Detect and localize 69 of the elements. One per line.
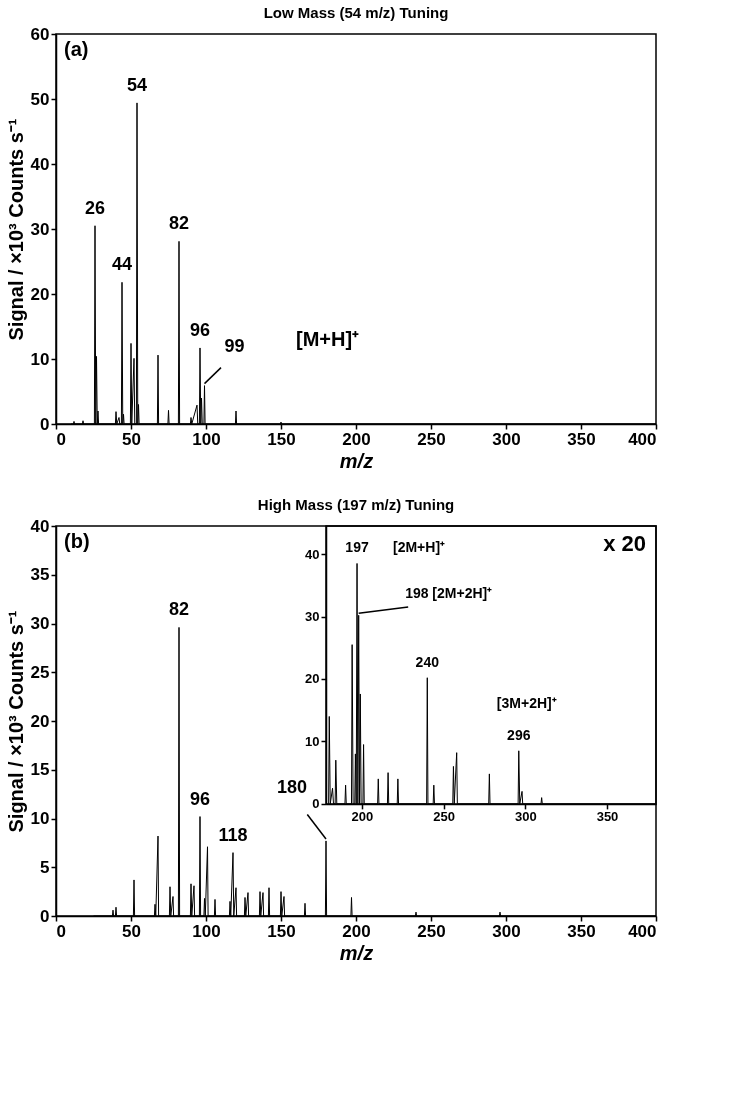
y-tick-label: 40 <box>305 546 320 562</box>
x-tick-label: 100 <box>192 429 221 449</box>
y-tick-label: 10 <box>30 349 50 369</box>
x-tick-label: 100 <box>192 921 221 941</box>
x-tick-label: 300 <box>492 921 521 941</box>
y-tick-label: 20 <box>30 711 50 731</box>
y-tick-label: 30 <box>305 609 320 625</box>
annotation: 96 <box>189 788 211 809</box>
annotation: [M+H]⁺ <box>296 328 360 351</box>
x-tick-label: 50 <box>122 921 141 941</box>
y-tick-label: 10 <box>30 809 50 828</box>
chart-title: Low Mass (54 m/z) Tuning <box>263 4 449 21</box>
y-tick-label: 60 <box>30 24 50 44</box>
x-tick-label: 200 <box>342 921 371 941</box>
x-tick-label: 350 <box>596 809 619 825</box>
annotation: 99 <box>224 335 245 356</box>
annotation: 197 <box>345 539 369 556</box>
y-tick-label: 0 <box>312 796 320 812</box>
annotation: 44 <box>111 254 133 275</box>
y-tick-label: 30 <box>30 219 50 239</box>
x-tick-label: 50 <box>122 429 141 449</box>
y-tick-label: 10 <box>305 733 320 749</box>
annotation: 54 <box>126 74 148 95</box>
y-tick-label: 20 <box>30 284 50 304</box>
x-tick-label: 200 <box>342 429 371 449</box>
x-tick-label: 350 <box>567 921 596 941</box>
annotation: 180 <box>276 776 308 797</box>
x-tick-label: 0 <box>56 921 66 941</box>
annotation: 26 <box>84 197 106 218</box>
x-tick-label: 400 <box>628 429 657 449</box>
y-tick-label: 0 <box>40 906 50 926</box>
annotation: 118 <box>218 824 248 845</box>
annotation: 240 <box>415 653 440 670</box>
x-tick-label: 350 <box>567 429 596 449</box>
x-tick-label: 150 <box>267 921 296 941</box>
y-tick-label: 20 <box>305 671 320 687</box>
annotation: [2M+H]⁺ <box>393 539 446 556</box>
x-tick-label: 400 <box>628 921 657 941</box>
annotation: 198 [2M+2H]⁺ <box>405 585 493 602</box>
y-tick-label: 0 <box>40 414 50 434</box>
annotation: 82 <box>168 599 190 620</box>
annotation: [3M+2H]⁺ <box>496 694 557 711</box>
x-tick-label: 250 <box>417 921 446 941</box>
y-tick-label: 30 <box>30 614 50 633</box>
x-tick-label: 250 <box>417 429 446 449</box>
x-axis-title: m/z <box>339 449 374 472</box>
x-tick-label: 300 <box>492 429 521 449</box>
x-tick-label: 250 <box>433 809 455 825</box>
y-axis-title: Signal / ×10³ Counts s⁻¹ <box>4 118 27 341</box>
y-tick-label: 40 <box>30 516 50 536</box>
annotation: 296 <box>507 726 531 743</box>
annotation: (a) <box>64 38 89 60</box>
annotation: (b) <box>64 530 90 552</box>
x-tick-label: 150 <box>267 429 296 449</box>
annotation: 82 <box>168 213 190 234</box>
x-tick-label: 300 <box>514 809 537 825</box>
annotation: 96 <box>189 319 211 340</box>
y-tick-label: 50 <box>30 89 50 109</box>
y-axis-title: Signal / ×10³ Counts s⁻¹ <box>4 610 27 833</box>
annotation: x 20 <box>603 531 646 556</box>
y-tick-label: 40 <box>30 154 50 174</box>
y-tick-label: 35 <box>30 565 50 585</box>
y-tick-label: 15 <box>30 760 50 780</box>
y-tick-label: 25 <box>30 662 50 682</box>
chart-title: High Mass (197 m/z) Tuning <box>257 496 455 513</box>
x-tick-label: 200 <box>351 809 374 825</box>
y-tick-label: 5 <box>40 857 50 877</box>
x-axis-title: m/z <box>339 941 374 964</box>
x-tick-label: 0 <box>56 429 66 449</box>
